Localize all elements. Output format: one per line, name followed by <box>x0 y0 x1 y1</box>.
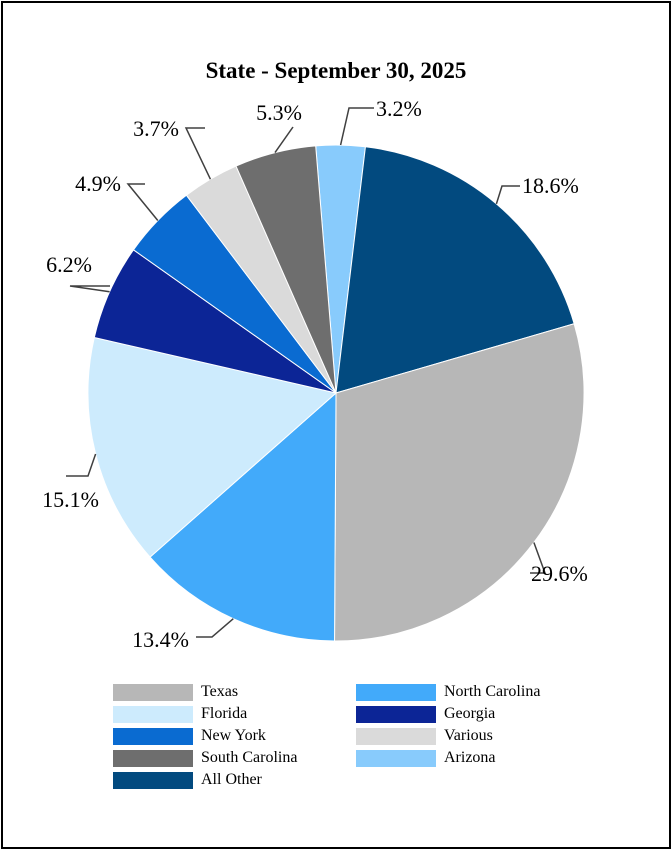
legend-label: Texas <box>201 683 239 700</box>
legend-item-all-other: All Other <box>113 770 262 790</box>
legend-item-arizona: Arizona <box>356 748 496 768</box>
data-label-various: 3.7% <box>133 116 179 141</box>
pie-slice-florida <box>87 336 338 558</box>
data-label-north-carolina: 13.4% <box>132 627 189 652</box>
leader-line-new-york <box>126 183 159 221</box>
legend-swatch <box>356 683 436 701</box>
leader-line-all-other <box>495 185 520 205</box>
data-label-all-other: 18.6% <box>522 173 579 198</box>
legend-item-north-carolina: North Carolina <box>356 682 540 702</box>
leader-line-arizona <box>339 107 374 146</box>
legend-label: All Other <box>201 771 262 788</box>
pie-slice-texas <box>334 323 585 642</box>
legend-swatch <box>113 705 193 723</box>
legend-label: Georgia <box>444 705 496 722</box>
data-label-south-carolina: 5.3% <box>256 100 302 125</box>
legend-label: Various <box>444 727 493 744</box>
chart-title: State - September 30, 2025 <box>205 58 467 83</box>
legend-label: South Carolina <box>201 749 298 766</box>
leader-line-north-carolina <box>196 618 234 638</box>
data-label-georgia: 6.2% <box>46 252 92 277</box>
pie-slice-all-other <box>335 146 575 394</box>
leader-line-florida <box>66 453 97 477</box>
leader-line-georgia <box>69 285 110 293</box>
legend-swatch <box>356 727 436 745</box>
leader-line-south-carolina <box>274 126 294 154</box>
legend-item-various: Various <box>356 726 493 746</box>
data-label-florida: 15.1% <box>42 487 99 512</box>
data-label-texas: 29.6% <box>531 561 588 586</box>
chart-legend: Texas North Carolina Florida Georgia New Yor… <box>113 682 573 794</box>
data-label-arizona: 3.2% <box>376 96 422 121</box>
legend-item-texas: Texas <box>113 682 238 702</box>
data-label-new-york: 4.9% <box>75 171 121 196</box>
legend-item-south-carolina: South Carolina <box>113 748 297 768</box>
leader-line-various <box>184 127 212 180</box>
legend-swatch <box>356 749 436 767</box>
legend-swatch <box>113 727 193 745</box>
legend-label: North Carolina <box>444 683 541 700</box>
legend-label: New York <box>201 727 266 744</box>
legend-swatch <box>113 683 193 701</box>
legend-swatch <box>356 705 436 723</box>
legend-item-georgia: Georgia <box>356 704 495 724</box>
legend-swatch <box>113 749 193 767</box>
legend-item-florida: Florida <box>113 704 247 724</box>
leader-line-texas <box>530 542 547 574</box>
legend-label: Arizona <box>444 749 496 766</box>
pie-slice-south-carolina <box>235 145 337 394</box>
legend-swatch <box>113 771 193 789</box>
legend-label: Florida <box>201 705 248 722</box>
legend-item-new-york: New York <box>113 726 266 746</box>
